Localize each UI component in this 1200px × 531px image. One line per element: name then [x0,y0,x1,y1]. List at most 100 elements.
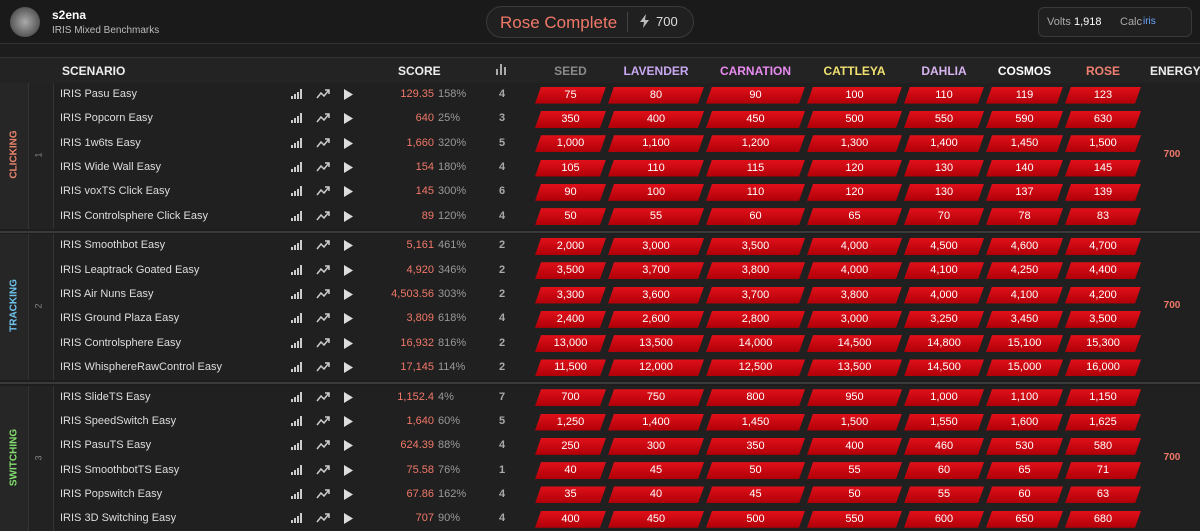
leaderboard-icon[interactable] [291,337,303,348]
play-icon[interactable] [343,186,353,198]
scenario-name[interactable]: IRIS Air Nuns Easy [60,288,154,301]
play-icon[interactable] [343,440,353,452]
play-icon[interactable] [343,313,353,325]
scenario-name[interactable]: IRIS PasuTS Easy [60,439,152,452]
sort-icon[interactable] [496,64,508,75]
threshold-bar: 3,000 [807,311,902,328]
count: 4 [498,88,506,101]
chart-icon[interactable] [316,289,330,299]
chart-icon[interactable] [316,392,330,402]
threshold-bar: 110 [904,87,984,104]
count: 2 [498,288,506,301]
chart-icon[interactable] [316,362,330,372]
threshold-bar: 13,000 [535,335,606,352]
threshold-bar: 1,150 [1065,389,1141,406]
leaderboard-icon[interactable] [291,361,303,372]
threshold-bar: 4,100 [904,262,984,279]
chart-icon[interactable] [316,138,330,148]
chart-icon[interactable] [316,416,330,426]
chart-icon[interactable] [316,313,330,323]
leaderboard-icon[interactable] [291,162,303,173]
threshold-bar: 4,700 [1065,238,1141,255]
chart-icon[interactable] [316,186,330,196]
play-icon[interactable] [343,162,353,174]
play-icon[interactable] [343,289,353,301]
user-name[interactable]: s2ena [52,8,87,22]
chart-icon[interactable] [316,113,330,123]
play-icon[interactable] [343,464,353,476]
scenario-name[interactable]: IRIS Wide Wall Easy [60,161,162,174]
play-icon[interactable] [343,137,353,149]
chart-icon[interactable] [316,210,330,221]
scenario-name[interactable]: IRIS Pasu Easy [60,88,138,101]
leaderboard-icon[interactable] [291,264,303,275]
threshold-bar: 4,000 [807,262,902,279]
bolt-icon [640,14,649,28]
play-icon[interactable] [343,89,353,101]
scenario-name[interactable]: IRIS Ground Plaza Easy [60,312,180,325]
leaderboard-icon[interactable] [291,513,303,524]
play-icon[interactable] [343,264,353,276]
chart-icon[interactable] [316,489,330,499]
scenario-name[interactable]: IRIS Controlsphere Click Easy [60,209,208,222]
chart-icon[interactable] [316,337,330,348]
threshold-bar: 83 [1065,208,1141,225]
leaderboard-icon[interactable] [291,89,303,100]
calc-select[interactable]: iris [1143,16,1156,27]
leaderboard-icon[interactable] [291,313,303,324]
avatar[interactable] [10,7,40,37]
chart-icon[interactable] [316,265,330,275]
leaderboard-icon[interactable] [291,391,303,402]
scenario-name[interactable]: IRIS SmoothbotTS Easy [60,463,180,476]
play-icon[interactable] [343,488,353,500]
play-icon[interactable] [343,391,353,403]
threshold-bar: 60 [706,208,805,225]
scenario-name[interactable]: IRIS SlideTS Easy [60,390,151,403]
scenario-name[interactable]: IRIS Controlsphere Easy [60,336,182,349]
chart-icon[interactable] [316,513,330,523]
threshold-bar: 1,400 [904,135,984,152]
leaderboard-icon[interactable] [291,464,303,475]
leaderboard-icon[interactable] [291,240,303,251]
chart-icon[interactable] [316,440,330,450]
scenario-name[interactable]: IRIS 1w6ts Easy [60,136,141,149]
chart-icon[interactable] [316,464,330,475]
leaderboard-icon[interactable] [291,186,303,197]
threshold-bar: 1,100 [986,389,1063,406]
threshold-bar: 530 [986,438,1063,455]
threshold-bar: 550 [904,111,984,128]
leaderboard-icon[interactable] [291,113,303,124]
scenario-name[interactable]: IRIS WhisphereRawControl Easy [60,360,223,373]
scenario-name[interactable]: IRIS 3D Switching Easy [60,512,177,525]
leaderboard-icon[interactable] [291,210,303,221]
chart-icon[interactable] [316,89,330,99]
play-icon[interactable] [343,513,353,525]
scenario-name[interactable]: IRIS Popswitch Easy [60,487,163,500]
play-icon[interactable] [343,210,353,222]
leaderboard-icon[interactable] [291,289,303,300]
threshold-bar: 130 [904,184,984,201]
leaderboard-icon[interactable] [291,416,303,427]
play-icon[interactable] [343,337,353,349]
play-icon[interactable] [343,361,353,373]
leaderboard-icon[interactable] [291,440,303,451]
scenario-name[interactable]: IRIS Popcorn Easy [60,112,153,125]
threshold-bar: 4,000 [904,287,984,304]
leaderboard-icon[interactable] [291,488,303,499]
threshold-bar: 1,300 [807,135,902,152]
scenario-name[interactable]: IRIS Smoothbot Easy [60,239,166,252]
play-icon[interactable] [343,416,353,428]
scenario-name[interactable]: IRIS SpeedSwitch Easy [60,415,177,428]
threshold-bar: 580 [1065,438,1141,455]
threshold-bar: 4,400 [1065,262,1141,279]
scenario-name[interactable]: IRIS voxTS Click Easy [60,185,171,198]
score: 1,640 [406,415,434,428]
score: 5,161 [406,239,434,252]
leaderboard-icon[interactable] [291,137,303,148]
scenario-name[interactable]: IRIS Leaptrack Goated Easy [60,263,200,276]
play-icon[interactable] [343,240,353,252]
chart-icon[interactable] [316,162,330,172]
chart-icon[interactable] [316,240,330,250]
threshold-bar: 300 [608,438,704,455]
play-icon[interactable] [343,113,353,125]
